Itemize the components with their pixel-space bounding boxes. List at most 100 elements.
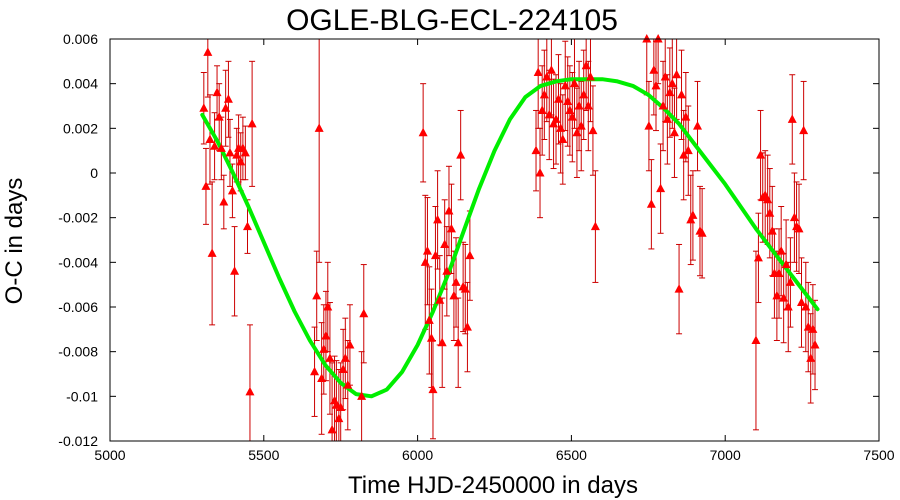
data-point [446,223,456,233]
data-point [437,337,447,347]
data-point [212,87,222,97]
data-point [772,290,782,300]
data-point [539,89,549,99]
data-point [444,205,454,215]
data-point [681,112,691,121]
x-axis-label: Time HJD-2450000 in days [348,472,638,499]
data-point [686,214,696,224]
y-tick-label: -0.006 [58,299,98,315]
data-point [203,47,213,56]
data-point [563,96,573,106]
data-point [460,284,470,293]
data-point [422,246,432,255]
data-point [565,105,575,114]
data-point [338,364,348,374]
data-point [644,121,654,130]
data-point [697,228,707,237]
data-point [205,134,215,143]
data-point [672,69,682,79]
data-point [651,80,661,90]
data-point [567,112,577,121]
data-point [336,402,346,411]
data-point [230,266,240,275]
data-point [581,60,591,70]
data-point [314,123,324,132]
data-point [456,150,466,159]
data-point [679,150,689,159]
data-point [449,290,459,300]
y-axis-label: O-C in days [1,178,28,305]
data-point [574,101,584,110]
data-point [317,373,327,382]
data-point [418,127,428,137]
data-point [223,94,233,103]
data-point [560,80,570,90]
x-tick-label: 7500 [863,447,894,463]
x-tick-label: 7000 [710,447,741,463]
data-point [325,353,335,362]
data-point [442,266,452,275]
data-point [653,34,663,43]
data-point [462,322,472,331]
x-tick-label: 6500 [556,447,587,463]
y-tick-label: -0.008 [58,344,98,360]
data-point [787,114,797,123]
data-point [688,210,698,219]
data-point [558,134,568,143]
data-point [799,125,809,135]
data-point [693,121,703,130]
data-point [199,103,209,112]
data-point [556,123,566,132]
data-point [765,208,775,217]
data-point [796,297,806,307]
data-point [789,212,799,222]
data-point [667,78,677,88]
data-point [435,295,445,304]
chart-title: OGLE-BLG-ECL-224105 [286,4,618,37]
data-point [310,366,320,376]
data-point [312,290,322,300]
data-point [319,344,329,353]
data-point [433,214,443,224]
data-point [649,65,659,74]
x-tick-label: 5000 [94,447,125,463]
data-point [646,199,656,208]
x-tick-label: 5500 [248,447,279,463]
data-point [642,34,652,43]
data-point [583,101,593,110]
data-point [453,337,463,347]
data-point [426,333,436,342]
data-point [662,114,672,123]
data-point [801,302,811,311]
data-point [776,246,786,255]
data-point [544,109,554,119]
data-point [794,223,804,233]
error-bars [200,38,819,442]
data-point [590,221,600,231]
plot-frame [109,38,880,442]
data-point [334,413,344,423]
data-point [806,353,816,362]
data-point [340,353,350,362]
data-point [779,293,789,302]
data-point [428,384,438,394]
data-point [531,145,541,155]
data-point [588,125,598,135]
data-point [569,78,579,88]
data-point [572,127,582,137]
data-point [245,386,255,396]
y-tick-label: 0.004 [63,76,98,92]
x-tick-label: 6000 [402,447,433,463]
data-point [674,284,684,293]
data-point [465,250,475,260]
data-point [242,221,252,231]
data-point [656,183,666,193]
data-point [327,424,337,434]
data-point [683,145,693,155]
data-point [546,65,556,74]
data-point [549,118,559,128]
data-point [537,105,547,114]
y-tick-label: -0.002 [58,210,98,226]
data-point [240,147,250,157]
